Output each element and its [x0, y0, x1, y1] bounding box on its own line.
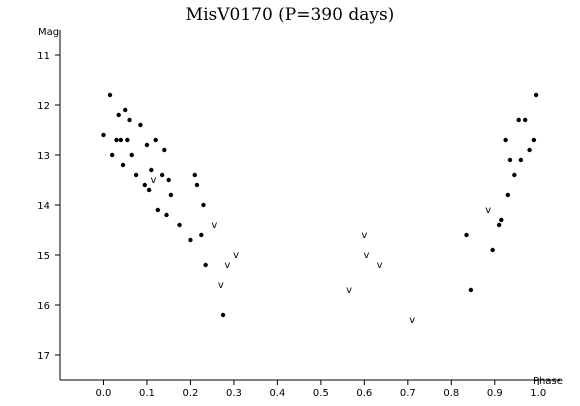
x-tick-label: 1.0: [530, 388, 546, 399]
upper-limit-marker: v: [151, 175, 157, 186]
y-tick-label: 11: [37, 51, 50, 62]
data-point: [518, 157, 524, 163]
data-point: [499, 217, 504, 223]
data-point: [168, 192, 174, 198]
data-point: [162, 147, 167, 153]
upper-limit-marker: v: [485, 205, 491, 216]
data-point: [149, 167, 154, 173]
data-point: [512, 172, 517, 178]
x-tick-label: 0.0: [96, 388, 112, 399]
chart-title: MisV0170 (P=390 days): [186, 5, 395, 25]
upper-limit-marker: v: [361, 230, 367, 241]
x-tick-label: 0.6: [356, 388, 372, 399]
data-point: [164, 212, 169, 218]
upper-limit-marker: v: [377, 260, 383, 271]
y-axis-ticks: 11 12 13 14 15 16 17: [37, 51, 60, 362]
x-tick-label: 0.2: [182, 388, 198, 399]
x-tick-label: 0.1: [139, 388, 155, 399]
x-tick-label: 0.7: [400, 388, 416, 399]
data-point: [144, 142, 150, 148]
data-point: [142, 182, 147, 188]
data-point: [129, 152, 134, 158]
data-point: [120, 162, 126, 168]
data-point: [199, 232, 204, 238]
x-tick-label: 0.5: [313, 388, 329, 399]
y-tick-label: 12: [37, 101, 50, 112]
y-tick-label: 16: [37, 301, 50, 312]
upper-limit-marker: v: [211, 220, 217, 231]
x-axis-ticks: 0.0 0.1 0.2 0.3 0.4 0.5 0.6 0.7 0.8 0.9 1.0: [96, 380, 546, 399]
data-point: [109, 152, 115, 158]
upper-limit-marker: v: [224, 260, 230, 271]
y-axis-label: Mag: [38, 27, 59, 38]
upper-limit-marker: v: [409, 315, 415, 326]
data-point: [155, 207, 161, 213]
data-point: [468, 287, 474, 293]
data-point: [192, 172, 197, 178]
data-point: [138, 122, 143, 128]
data-point: [516, 117, 521, 123]
x-axis-label: Phase: [533, 376, 563, 387]
data-point: [220, 312, 226, 318]
data-point: [527, 147, 532, 153]
data-point: [166, 177, 171, 183]
upper-limit-marker: v: [233, 250, 239, 261]
upper-limit-marker: v: [218, 280, 224, 291]
data-point: [464, 232, 469, 238]
data-point: [194, 182, 200, 188]
data-point: [127, 117, 132, 123]
data-point: [177, 222, 182, 228]
y-tick-label: 15: [37, 251, 50, 262]
data-point: [153, 137, 158, 143]
data-point: [133, 172, 139, 178]
data-point: [114, 137, 119, 143]
data-point: [123, 107, 128, 113]
data-point: [203, 262, 208, 268]
data-point: [503, 137, 508, 143]
data-point: [118, 137, 124, 143]
data-point: [116, 112, 121, 118]
data-point: [490, 247, 495, 253]
data-point: [507, 157, 513, 163]
x-tick-label: 0.3: [226, 388, 242, 399]
data-point: [125, 137, 130, 143]
data-point: [505, 192, 511, 198]
data-point: [201, 202, 206, 208]
upper-limit-marker: v: [364, 250, 370, 261]
data-point: [146, 187, 152, 193]
data-point: [533, 92, 539, 98]
x-tick-label: 0.8: [443, 388, 459, 399]
data-point: [159, 172, 165, 178]
data-point: [531, 137, 537, 143]
y-tick-label: 13: [37, 151, 50, 162]
x-tick-label: 0.9: [487, 388, 503, 399]
data-point: [107, 92, 113, 98]
x-tick-label: 0.4: [269, 388, 285, 399]
data-point: [523, 117, 528, 123]
y-tick-label: 17: [37, 351, 50, 362]
data-point: [188, 237, 193, 243]
upper-limit-marker: v: [346, 285, 352, 296]
data-point: [101, 132, 106, 138]
data-point: [496, 222, 502, 228]
y-tick-label: 14: [37, 201, 50, 212]
